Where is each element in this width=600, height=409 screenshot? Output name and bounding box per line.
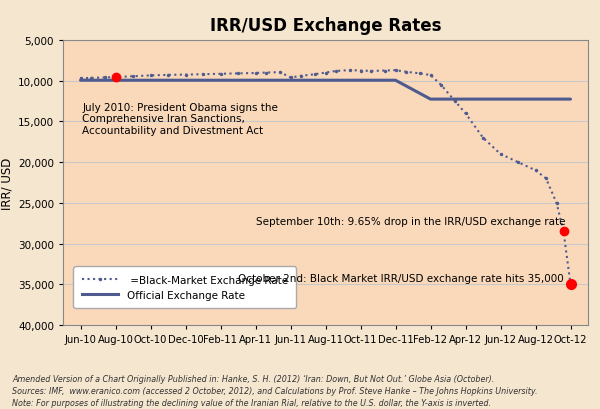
Title: IRR/USD Exchange Rates: IRR/USD Exchange Rates	[210, 17, 441, 35]
Legend:  =Black-Market Exchange Rate, Official Exchange Rate: =Black-Market Exchange Rate, Official Ex…	[73, 267, 296, 308]
Text: October 2nd: Black Market IRR/USD exchange rate hits 35,000: October 2nd: Black Market IRR/USD exchan…	[238, 273, 564, 283]
Y-axis label: IRR/ USD: IRR/ USD	[1, 157, 14, 209]
Text: Amended Version of a Chart Originally Published in: Hanke, S. H. (2012) ‘Iran: D: Amended Version of a Chart Originally Pu…	[12, 374, 538, 407]
Text: July 2010: President Obama signs the
Comprehensive Iran Sanctions,
Accountabilit: July 2010: President Obama signs the Com…	[82, 103, 278, 136]
Text: September 10th: 9.65% drop in the IRR/USD exchange rate: September 10th: 9.65% drop in the IRR/US…	[256, 216, 565, 226]
